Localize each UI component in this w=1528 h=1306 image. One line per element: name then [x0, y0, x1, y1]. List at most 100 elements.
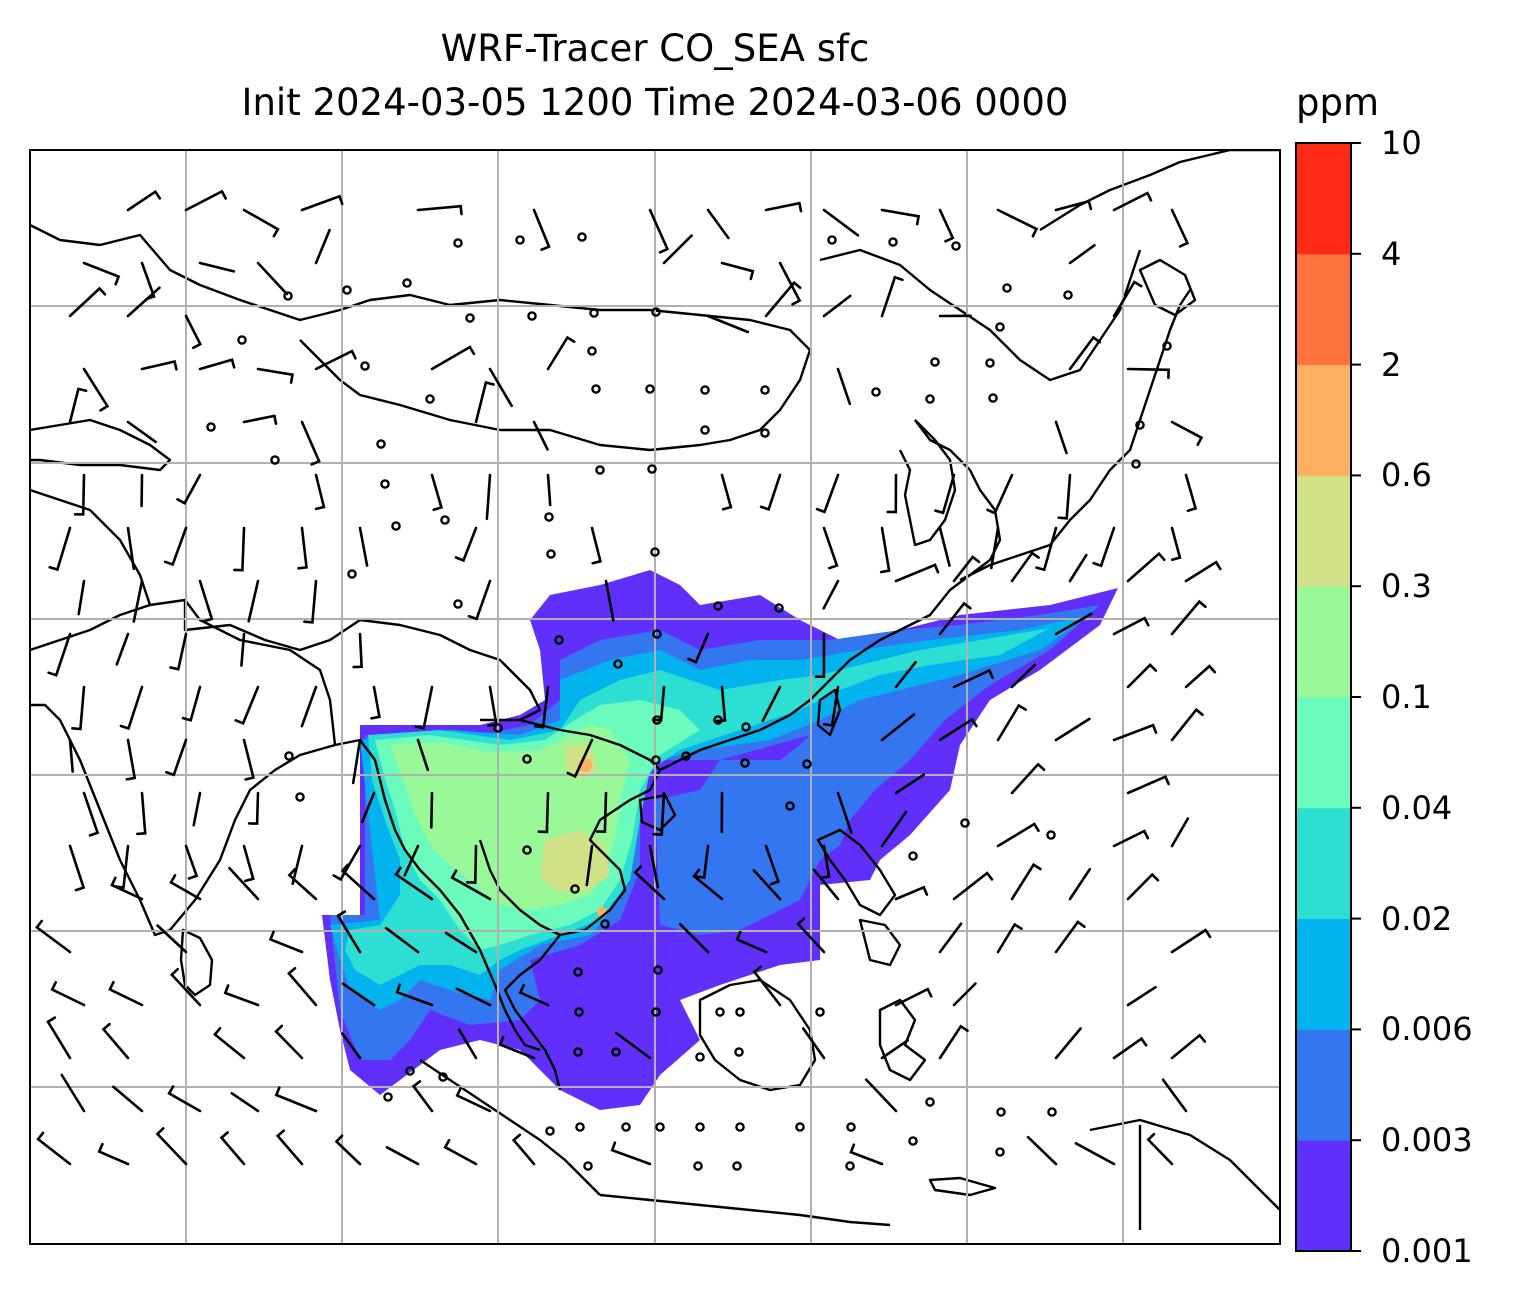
- coast-sulawesi: [878, 998, 927, 1082]
- wind-barb: [952, 982, 977, 1007]
- colorbar-tick-label: 0.04: [1381, 788, 1453, 827]
- calm-wind-marker: [925, 1097, 935, 1107]
- wind-barb: [1170, 526, 1182, 561]
- wind-barb: [1126, 872, 1160, 901]
- wind-barb: [68, 387, 88, 424]
- coast-siberia-inland: [819, 248, 1142, 382]
- calm-wind-marker: [283, 291, 293, 301]
- wind-barb: [990, 526, 1000, 570]
- wind-barb: [706, 208, 730, 240]
- wind-barb: [430, 791, 434, 829]
- wind-barb: [694, 844, 710, 880]
- calm-wind-marker: [383, 1092, 393, 1102]
- calm-wind-marker: [795, 1122, 805, 1132]
- map-content: [30, 150, 1280, 1244]
- wind-barb: [822, 294, 852, 318]
- calm-wind-marker: [570, 884, 580, 894]
- calm-wind-marker: [985, 358, 995, 368]
- wind-barb: [610, 1141, 652, 1166]
- calm-wind-marker: [651, 307, 661, 317]
- wind-barb: [720, 473, 733, 511]
- map-frame: [29, 149, 1281, 1245]
- calm-wind-marker: [587, 346, 597, 356]
- wind-barb: [812, 868, 840, 901]
- wind-barb: [1170, 707, 1204, 742]
- wind-barb: [50, 981, 86, 1007]
- wind-barb: [880, 1039, 910, 1060]
- wind-barb: [234, 685, 260, 725]
- calm-wind-marker: [438, 1072, 448, 1082]
- coast-java: [599, 1193, 891, 1227]
- wind-barb: [488, 367, 513, 408]
- calm-wind-marker: [440, 515, 450, 525]
- wind-barb: [155, 1127, 188, 1166]
- wind-barb: [1112, 829, 1150, 848]
- wind-barb: [1054, 717, 1091, 742]
- calm-wind-marker: [650, 547, 660, 557]
- wind-barb: [314, 228, 331, 265]
- colorbar-unit-label: ppm: [1296, 81, 1380, 124]
- wind-barb: [455, 987, 492, 1007]
- wind-barb: [938, 922, 963, 954]
- wind-barb: [814, 632, 826, 678]
- coast-new-guinea: [1089, 1118, 1280, 1211]
- calm-wind-marker: [760, 385, 770, 395]
- calm-wind-marker: [908, 851, 918, 861]
- colorbar-tick-label: 4: [1381, 234, 1402, 273]
- wind-barb: [71, 685, 86, 731]
- wind-barb: [68, 844, 86, 892]
- calm-wind-marker: [493, 723, 503, 733]
- wind-barb: [886, 473, 898, 514]
- wind-barb: [394, 866, 434, 901]
- calm-wind-marker: [925, 394, 935, 404]
- wind-barb: [361, 791, 376, 824]
- wind-barb: [487, 685, 498, 727]
- calm-wind-marker: [951, 241, 961, 251]
- wind-barb: [332, 844, 362, 882]
- wind-barb: [82, 261, 121, 286]
- wind-barb: [474, 380, 495, 424]
- coast-sri-lanka: [179, 928, 214, 997]
- colorbar-segment: [1296, 807, 1351, 920]
- wind-barb: [1026, 1135, 1058, 1166]
- wind-barb: [314, 473, 326, 511]
- wind-barb: [165, 738, 188, 777]
- wind-barb: [849, 1143, 884, 1166]
- wind-barb: [268, 930, 304, 954]
- wind-barb: [764, 844, 781, 886]
- coast-central-asia: [30, 223, 812, 452]
- wind-barb: [291, 844, 304, 885]
- wind-barb: [1035, 526, 1058, 572]
- wind-barb: [126, 286, 161, 318]
- wind-barb: [136, 791, 147, 836]
- calm-wind-marker: [695, 1052, 705, 1062]
- wind-barb: [450, 869, 492, 901]
- wind-barb: [864, 1078, 898, 1113]
- wind-barb: [615, 1031, 652, 1060]
- wind-barb: [1184, 664, 1217, 689]
- wind-barb: [761, 685, 782, 723]
- calm-wind-marker: [988, 393, 998, 403]
- wind-barb: [764, 280, 802, 318]
- wind-barb: [1010, 762, 1046, 795]
- wind-barb: [119, 685, 144, 731]
- wind-barb: [822, 526, 839, 570]
- calm-wind-marker: [700, 385, 710, 395]
- calm-wind-marker: [995, 322, 1005, 332]
- wind-barb: [880, 275, 904, 318]
- wind-barb: [467, 579, 492, 621]
- wind-barb: [880, 208, 921, 226]
- wind-barb: [938, 1024, 969, 1060]
- wind-barb: [247, 791, 260, 825]
- calm-wind-marker: [600, 919, 610, 929]
- wind-barb: [385, 1146, 420, 1166]
- wind-barb: [242, 844, 255, 883]
- wind-barb: [287, 966, 318, 1007]
- coast-taiwan: [816, 688, 842, 737]
- wind-barb: [112, 1085, 144, 1113]
- wind-barb: [1054, 420, 1068, 455]
- calm-wind-marker: [573, 1047, 583, 1057]
- wind-barb: [1126, 985, 1157, 1007]
- wind-barb: [511, 1133, 536, 1166]
- wind-barb: [430, 473, 444, 511]
